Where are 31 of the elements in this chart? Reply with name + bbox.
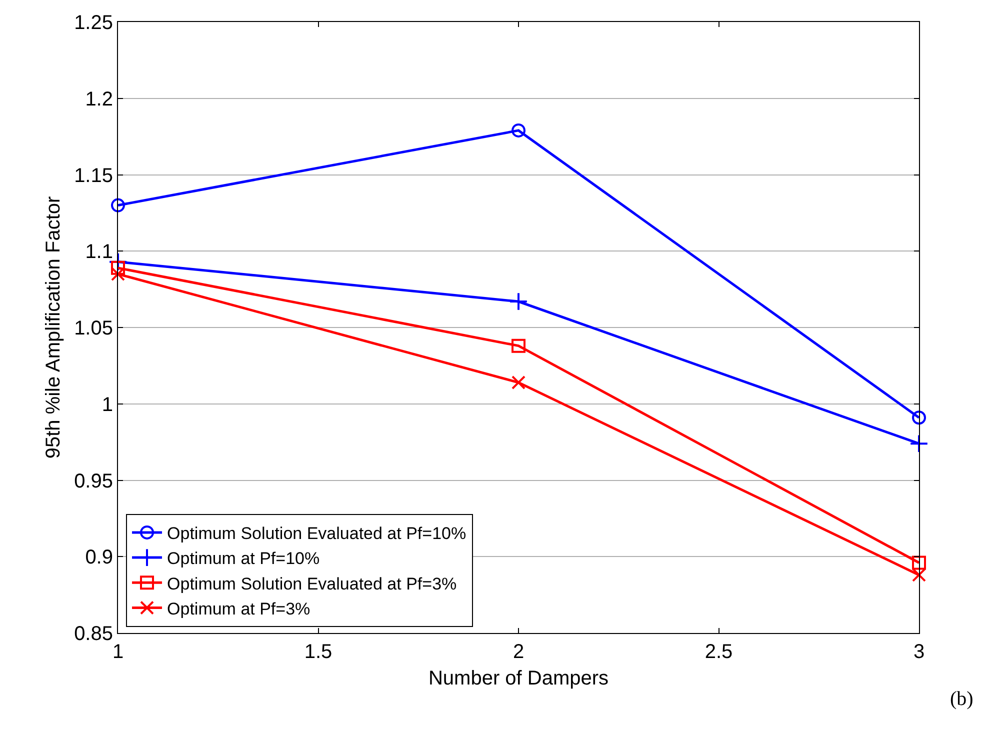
x-tick-label: 1.5: [304, 641, 332, 663]
y-tick-label: 0.85: [74, 623, 113, 645]
point: [512, 375, 526, 390]
point: [512, 123, 526, 138]
legend-label: Optimum Solution Evaluated at Pf=3%: [167, 574, 457, 594]
y-tick-label: 1.25: [74, 12, 113, 34]
point: [912, 556, 926, 570]
x-tick-label: 3: [913, 641, 925, 663]
y-tick-label: 0.9: [85, 546, 113, 569]
point: [111, 198, 125, 212]
point: [509, 292, 528, 311]
y-axis-title: 95th %ile Amplification Factor: [42, 196, 65, 459]
legend-label: Optimum Solution Evaluated at Pf=10%: [167, 524, 466, 544]
legend-label: Optimum at Pf=10%: [167, 549, 320, 568]
point: [512, 338, 526, 353]
x-tick-label: 2.5: [704, 641, 733, 663]
y-tick-label: 1.05: [74, 318, 113, 340]
y-tick-label: 1.15: [74, 164, 113, 187]
y-tick-label: 1.1: [85, 241, 113, 264]
point: [910, 434, 928, 453]
x-tick-label: 2: [512, 641, 524, 663]
x-axis-title: Number of Dampers: [428, 668, 609, 690]
y-tick-label: 1.2: [85, 88, 113, 110]
text: (b): [950, 688, 974, 710]
y-tick-label: 0.95: [74, 470, 113, 492]
point: [912, 568, 926, 582]
point: [912, 410, 926, 425]
point: [111, 267, 125, 282]
y-tick-label: 1: [102, 394, 113, 416]
legend-label: Optimum at Pf=3%: [167, 599, 310, 618]
point: [111, 260, 125, 275]
